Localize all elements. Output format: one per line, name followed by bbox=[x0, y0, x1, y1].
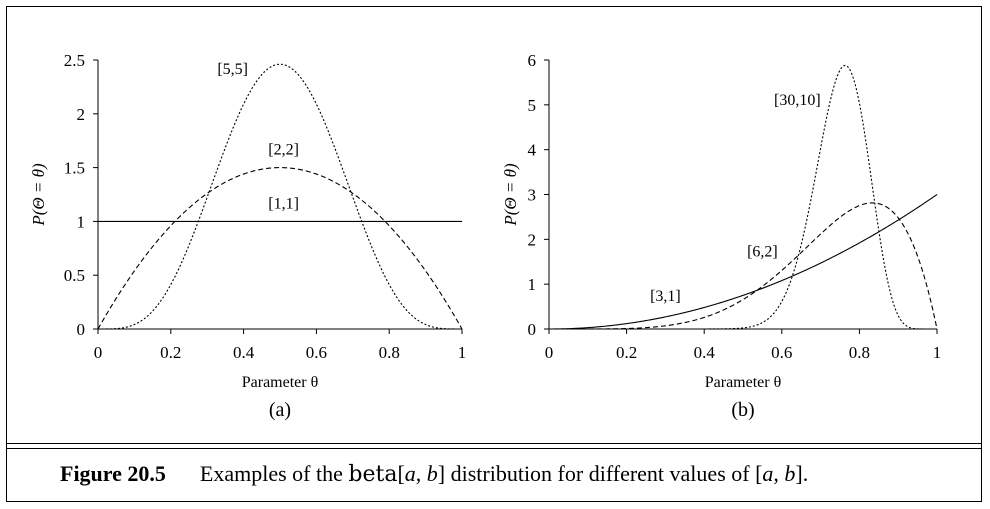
chart-1-series-line-2 bbox=[549, 64, 937, 330]
chart-0-x-tick-label: 0.6 bbox=[306, 343, 327, 362]
chart-1-y-tick-label: 2 bbox=[528, 230, 537, 249]
chart-0-series-line-2 bbox=[98, 63, 462, 330]
chart-1-y-tick-label: 1 bbox=[528, 275, 537, 294]
caption-param-b-2: b bbox=[784, 461, 796, 486]
chart-1-panel-label: (b) bbox=[731, 399, 754, 421]
chart-1-series-label-1: [6,2] bbox=[747, 243, 778, 260]
chart-0-y-tick-label: 2.5 bbox=[64, 51, 85, 70]
chart-0-series-label-1: [2,2] bbox=[268, 142, 299, 159]
chart-0-y-tick-label: 1 bbox=[77, 212, 86, 231]
chart-0-x-tick-label: 0.8 bbox=[379, 343, 400, 362]
chart-0-panel-label: (a) bbox=[269, 399, 291, 421]
caption-param-a: a bbox=[404, 461, 416, 486]
chart-1-x-tick-label: 1 bbox=[933, 343, 942, 362]
chart-0-x-axis-label: Parameter θ bbox=[242, 374, 319, 391]
caption-divider-bottom bbox=[6, 448, 982, 449]
caption-text-mid: distribution for different values of bbox=[445, 461, 756, 486]
caption-text-pre: Examples of the bbox=[199, 461, 349, 486]
chart-1-x-tick-label: 0.4 bbox=[694, 343, 716, 362]
figure-frame bbox=[6, 6, 982, 502]
chart-0-y-tick-label: 0 bbox=[77, 320, 86, 339]
caption-param-a-2: a bbox=[762, 461, 774, 486]
chart-1-series-line-0 bbox=[549, 194, 938, 330]
caption-param-b: b bbox=[426, 461, 438, 486]
chart-1-y-axis-label: P(Θ = θ) bbox=[501, 163, 520, 227]
chart-1-x-axis-label: Parameter θ bbox=[705, 374, 782, 391]
caption-beta-func: beta bbox=[348, 462, 398, 487]
caption-text-post: . bbox=[802, 461, 809, 486]
chart-0-y-tick-label: 0.5 bbox=[64, 266, 85, 285]
chart-1-y-tick-label: 3 bbox=[528, 186, 537, 205]
chart-1-y-tick-label: 4 bbox=[528, 141, 537, 160]
chart-1-series-label-2: [30,10] bbox=[774, 92, 821, 109]
chart-1-series-line-1 bbox=[549, 202, 938, 330]
chart-0-x-tick-label: 0.4 bbox=[233, 343, 255, 362]
chart-1-x-tick-label: 0.6 bbox=[771, 343, 792, 362]
chart-0-x-tick-label: 1 bbox=[458, 343, 467, 362]
chart-1-y-tick-label: 6 bbox=[528, 51, 537, 70]
chart-0-y-tick-label: 2 bbox=[77, 105, 86, 124]
caption-divider-top bbox=[6, 443, 982, 444]
chart-0-series-label-2: [5,5] bbox=[217, 61, 248, 78]
figure-caption: Figure 20.5 Examples of the beta[a, b] di… bbox=[60, 461, 809, 487]
chart-1-y-tick-label: 0 bbox=[528, 320, 537, 339]
figure-label: Figure 20.5 bbox=[60, 461, 166, 486]
chart-1-x-tick-label: 0.8 bbox=[849, 343, 870, 362]
chart-0-series-line-1 bbox=[97, 167, 463, 330]
chart-1-series-label-0: [3,1] bbox=[650, 288, 681, 305]
chart-0-x-tick-label: 0 bbox=[94, 343, 103, 362]
chart-0-y-tick-label: 1.5 bbox=[64, 159, 85, 178]
chart-1-x-tick-label: 0 bbox=[545, 343, 554, 362]
chart-1-y-tick-label: 5 bbox=[528, 96, 537, 115]
chart-0-series-label-0: [1,1] bbox=[268, 195, 299, 212]
chart-0-x-tick-label: 0.2 bbox=[160, 343, 181, 362]
chart-1-x-tick-label: 0.2 bbox=[616, 343, 637, 362]
chart-0-y-axis-label: P(Θ = θ) bbox=[29, 163, 48, 227]
